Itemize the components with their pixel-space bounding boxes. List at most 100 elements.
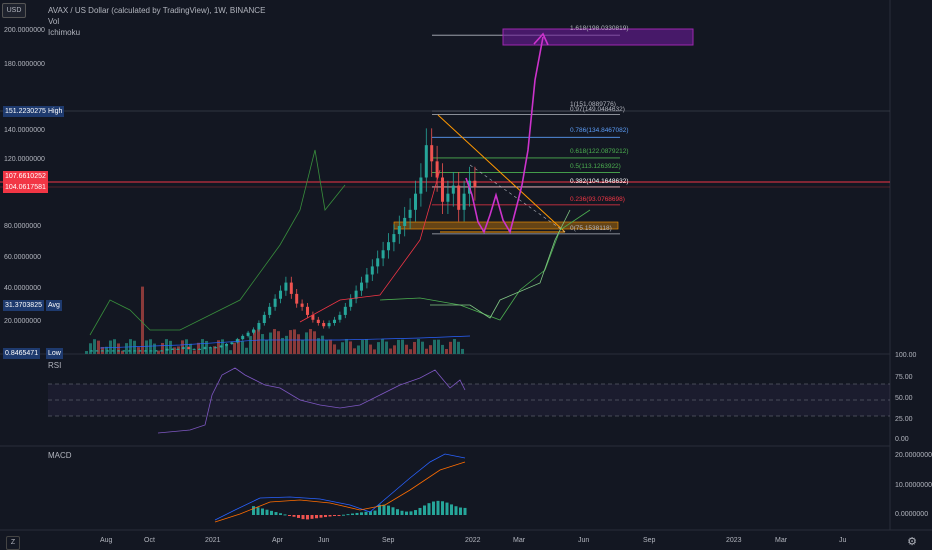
macd-histogram-bar (360, 512, 363, 515)
rsi-tick: 75.00 (895, 374, 913, 381)
volume-bar (413, 341, 416, 354)
candle-body (268, 306, 272, 315)
volume-bar (293, 329, 296, 354)
time-tick: 2021 (205, 537, 221, 544)
macd-histogram-bar (445, 502, 449, 515)
fib-label-0618[interactable]: 0.618(122.0879212) (570, 148, 629, 155)
volume-bar (433, 339, 436, 354)
volume-bar (157, 350, 160, 354)
volume-bar (197, 342, 200, 354)
volume-bar (385, 341, 388, 354)
candle-body (225, 344, 228, 346)
projection-path (465, 36, 544, 235)
macd-histogram-bar (324, 515, 327, 518)
candle-body (160, 350, 164, 352)
fib-label-0382[interactable]: 0.382(104.1648632) (570, 178, 629, 185)
macd-histogram-bar (382, 504, 386, 515)
candle-body (171, 348, 174, 350)
candle-body (257, 323, 261, 330)
time-tick: Jun (578, 537, 590, 544)
macd-histogram-bar (328, 515, 332, 517)
macd-histogram-bar (414, 510, 417, 515)
volume-bar (397, 339, 400, 354)
volume-bar (297, 334, 300, 354)
fib-label-1618[interactable]: 1.618(198.0330819) (570, 25, 629, 32)
macd-histogram-bar (337, 515, 341, 516)
candle-body (333, 319, 336, 323)
volume-bar (225, 343, 228, 354)
fib-label-0236[interactable]: 0.236(93.0768698) (570, 196, 625, 203)
candle-body (295, 293, 299, 304)
macd-histogram-bar (301, 515, 305, 520)
volume-bar (245, 347, 248, 354)
candle-body (338, 314, 342, 320)
candle-body (176, 348, 180, 350)
candle-body (252, 329, 255, 333)
time-tick: Apr (272, 537, 283, 544)
fib-label-0786[interactable]: 0.786(134.8467082) (570, 127, 629, 134)
gear-icon[interactable]: ⚙ (907, 536, 917, 548)
rsi-pane (48, 367, 890, 434)
candle-body (354, 290, 358, 299)
candle-body (473, 180, 477, 188)
low-label-tag: Low (46, 348, 63, 359)
volume-bar (445, 348, 448, 354)
candle-body (349, 298, 353, 307)
wedge-dash (469, 164, 566, 233)
price-tick: 140.0000000 (4, 127, 45, 134)
macd-histogram-bar (400, 510, 404, 515)
candle-body (397, 226, 401, 235)
volume-bar (165, 339, 168, 354)
volume-bar (393, 345, 396, 354)
time-tick: 2023 (726, 537, 742, 544)
volume-bar (201, 339, 204, 354)
candle-body (360, 282, 363, 291)
candle-body (327, 323, 331, 327)
indicator-ichimoku-label[interactable]: Ichimoku (48, 28, 81, 37)
time-tick: 2022 (465, 537, 481, 544)
last-price-tag: 107.6610252 (3, 171, 48, 182)
macd-title[interactable]: MACD (48, 451, 72, 460)
candle-body (165, 348, 169, 351)
fib-label-0[interactable]: 0(75.1538118) (570, 225, 612, 232)
fib-label-05[interactable]: 0.5(113.1263922) (570, 163, 621, 170)
macd-histogram-bar (423, 505, 426, 515)
candle-body (154, 350, 158, 352)
candle-body (127, 350, 131, 352)
price-tick: 20.0000000 (4, 318, 41, 325)
volume-bar (237, 339, 240, 354)
volume-bar (125, 343, 128, 354)
chart-title: AVAX / US Dollar (calculated by TradingV… (48, 6, 266, 15)
time-tick: Mar (513, 537, 526, 544)
macd-histogram-bar (252, 506, 255, 515)
macd-histogram-bar (396, 509, 399, 515)
volume-bar (173, 347, 176, 354)
volume-bar (409, 349, 412, 354)
volume-bar (317, 338, 320, 354)
volume-bar (269, 332, 272, 354)
candle-body (149, 350, 153, 352)
candle-body (424, 145, 428, 178)
candle-body (462, 193, 466, 210)
high-label-tag: High (46, 106, 65, 117)
macd-histogram-bar (256, 507, 260, 515)
zoom-reset-icon[interactable]: Z (6, 536, 20, 550)
rsi-title[interactable]: RSI (48, 361, 62, 370)
candle-body (446, 193, 450, 202)
volume-bar (205, 340, 208, 354)
fib-label-097[interactable]: 0.97(149.0484632) (570, 106, 625, 113)
macd-histogram-bar (432, 501, 435, 515)
time-tick: Sep (643, 537, 656, 544)
indicator-vol-label[interactable]: Vol (48, 17, 60, 26)
volume-bar (437, 339, 440, 354)
candle-body (262, 314, 266, 323)
volume-bar (169, 340, 172, 354)
volume-bar (285, 335, 288, 354)
macd-histogram-bar (364, 511, 368, 515)
volume-bar (161, 342, 164, 354)
macd-histogram-bar (346, 514, 350, 516)
fib-label-1[interactable]: 1(151.0889776) (570, 101, 616, 108)
currency-badge[interactable]: USD (2, 3, 26, 18)
